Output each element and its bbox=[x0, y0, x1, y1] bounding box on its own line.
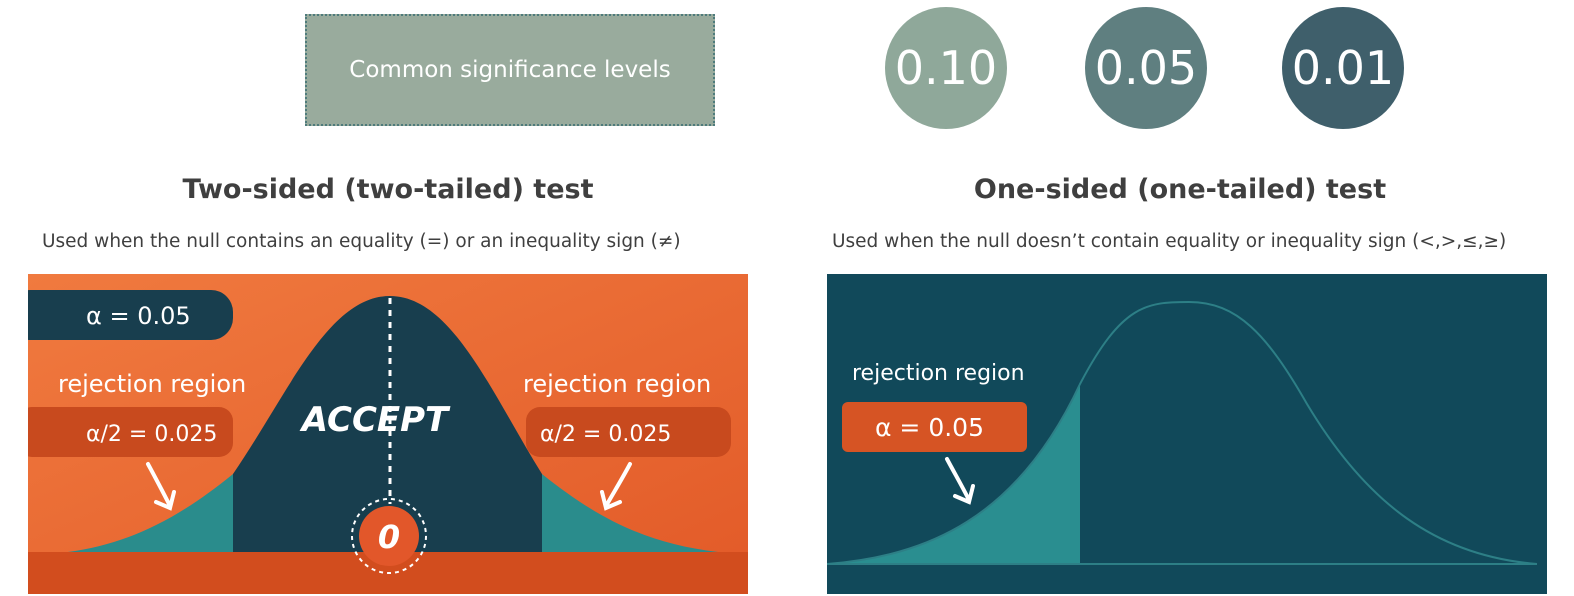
alpha-pill bbox=[28, 290, 233, 340]
one-sided-subtitle: Used when the null doesn’t contain equal… bbox=[832, 231, 1507, 252]
one-sided-alpha-box bbox=[842, 402, 1027, 452]
level-value: 0.01 bbox=[1291, 41, 1395, 95]
one-sided-rejection-label: rejection region bbox=[852, 361, 1025, 386]
left-alpha-half-text: α/2 = 0.025 bbox=[86, 422, 217, 447]
left-arrow-icon bbox=[146, 462, 176, 511]
right-rejection-label: rejection region bbox=[523, 370, 711, 398]
accept-region bbox=[233, 296, 542, 552]
right-alpha-half-box bbox=[526, 407, 731, 457]
right-arrow-icon bbox=[600, 462, 632, 511]
level-circle-0-01: 0.01 bbox=[1282, 7, 1404, 129]
alpha-pill-text: α = 0.05 bbox=[86, 302, 191, 330]
left-rejection-label: rejection region bbox=[58, 370, 246, 398]
two-sided-subtitle: Used when the null contains an equality … bbox=[42, 231, 681, 252]
zero-circle bbox=[359, 506, 419, 566]
left-alpha-half-box bbox=[28, 407, 233, 457]
one-sided-title: One-sided (one-tailed) test bbox=[973, 174, 1387, 205]
one-sided-rejection-region bbox=[827, 384, 1080, 564]
right-tail-region bbox=[542, 474, 718, 552]
level-circle-0-05: 0.05 bbox=[1085, 7, 1207, 129]
right-alpha-half-text: α/2 = 0.025 bbox=[540, 422, 671, 447]
level-circle-0-10: 0.10 bbox=[885, 7, 1007, 129]
one-sided-illustration: rejection region α = 0.05 bbox=[827, 274, 1547, 594]
one-sided-alpha-text: α = 0.05 bbox=[875, 413, 984, 442]
distribution-curve bbox=[827, 300, 1538, 565]
two-sided-illustration: α = 0.05 rejection region α/2 = 0.025 re… bbox=[28, 274, 748, 594]
left-tail-region bbox=[68, 474, 233, 552]
zero-circle-outline bbox=[351, 498, 427, 574]
zero-value: 0 bbox=[378, 518, 400, 556]
one-sided-arrow-icon bbox=[945, 457, 975, 505]
accept-label: ACCEPT bbox=[299, 400, 451, 440]
significance-levels-box: Common significance levels bbox=[305, 14, 715, 126]
level-value: 0.10 bbox=[894, 41, 998, 95]
two-sided-title: Two-sided (two-tailed) test bbox=[182, 174, 594, 205]
significance-levels-label: Common significance levels bbox=[349, 57, 671, 83]
level-value: 0.05 bbox=[1094, 41, 1198, 95]
